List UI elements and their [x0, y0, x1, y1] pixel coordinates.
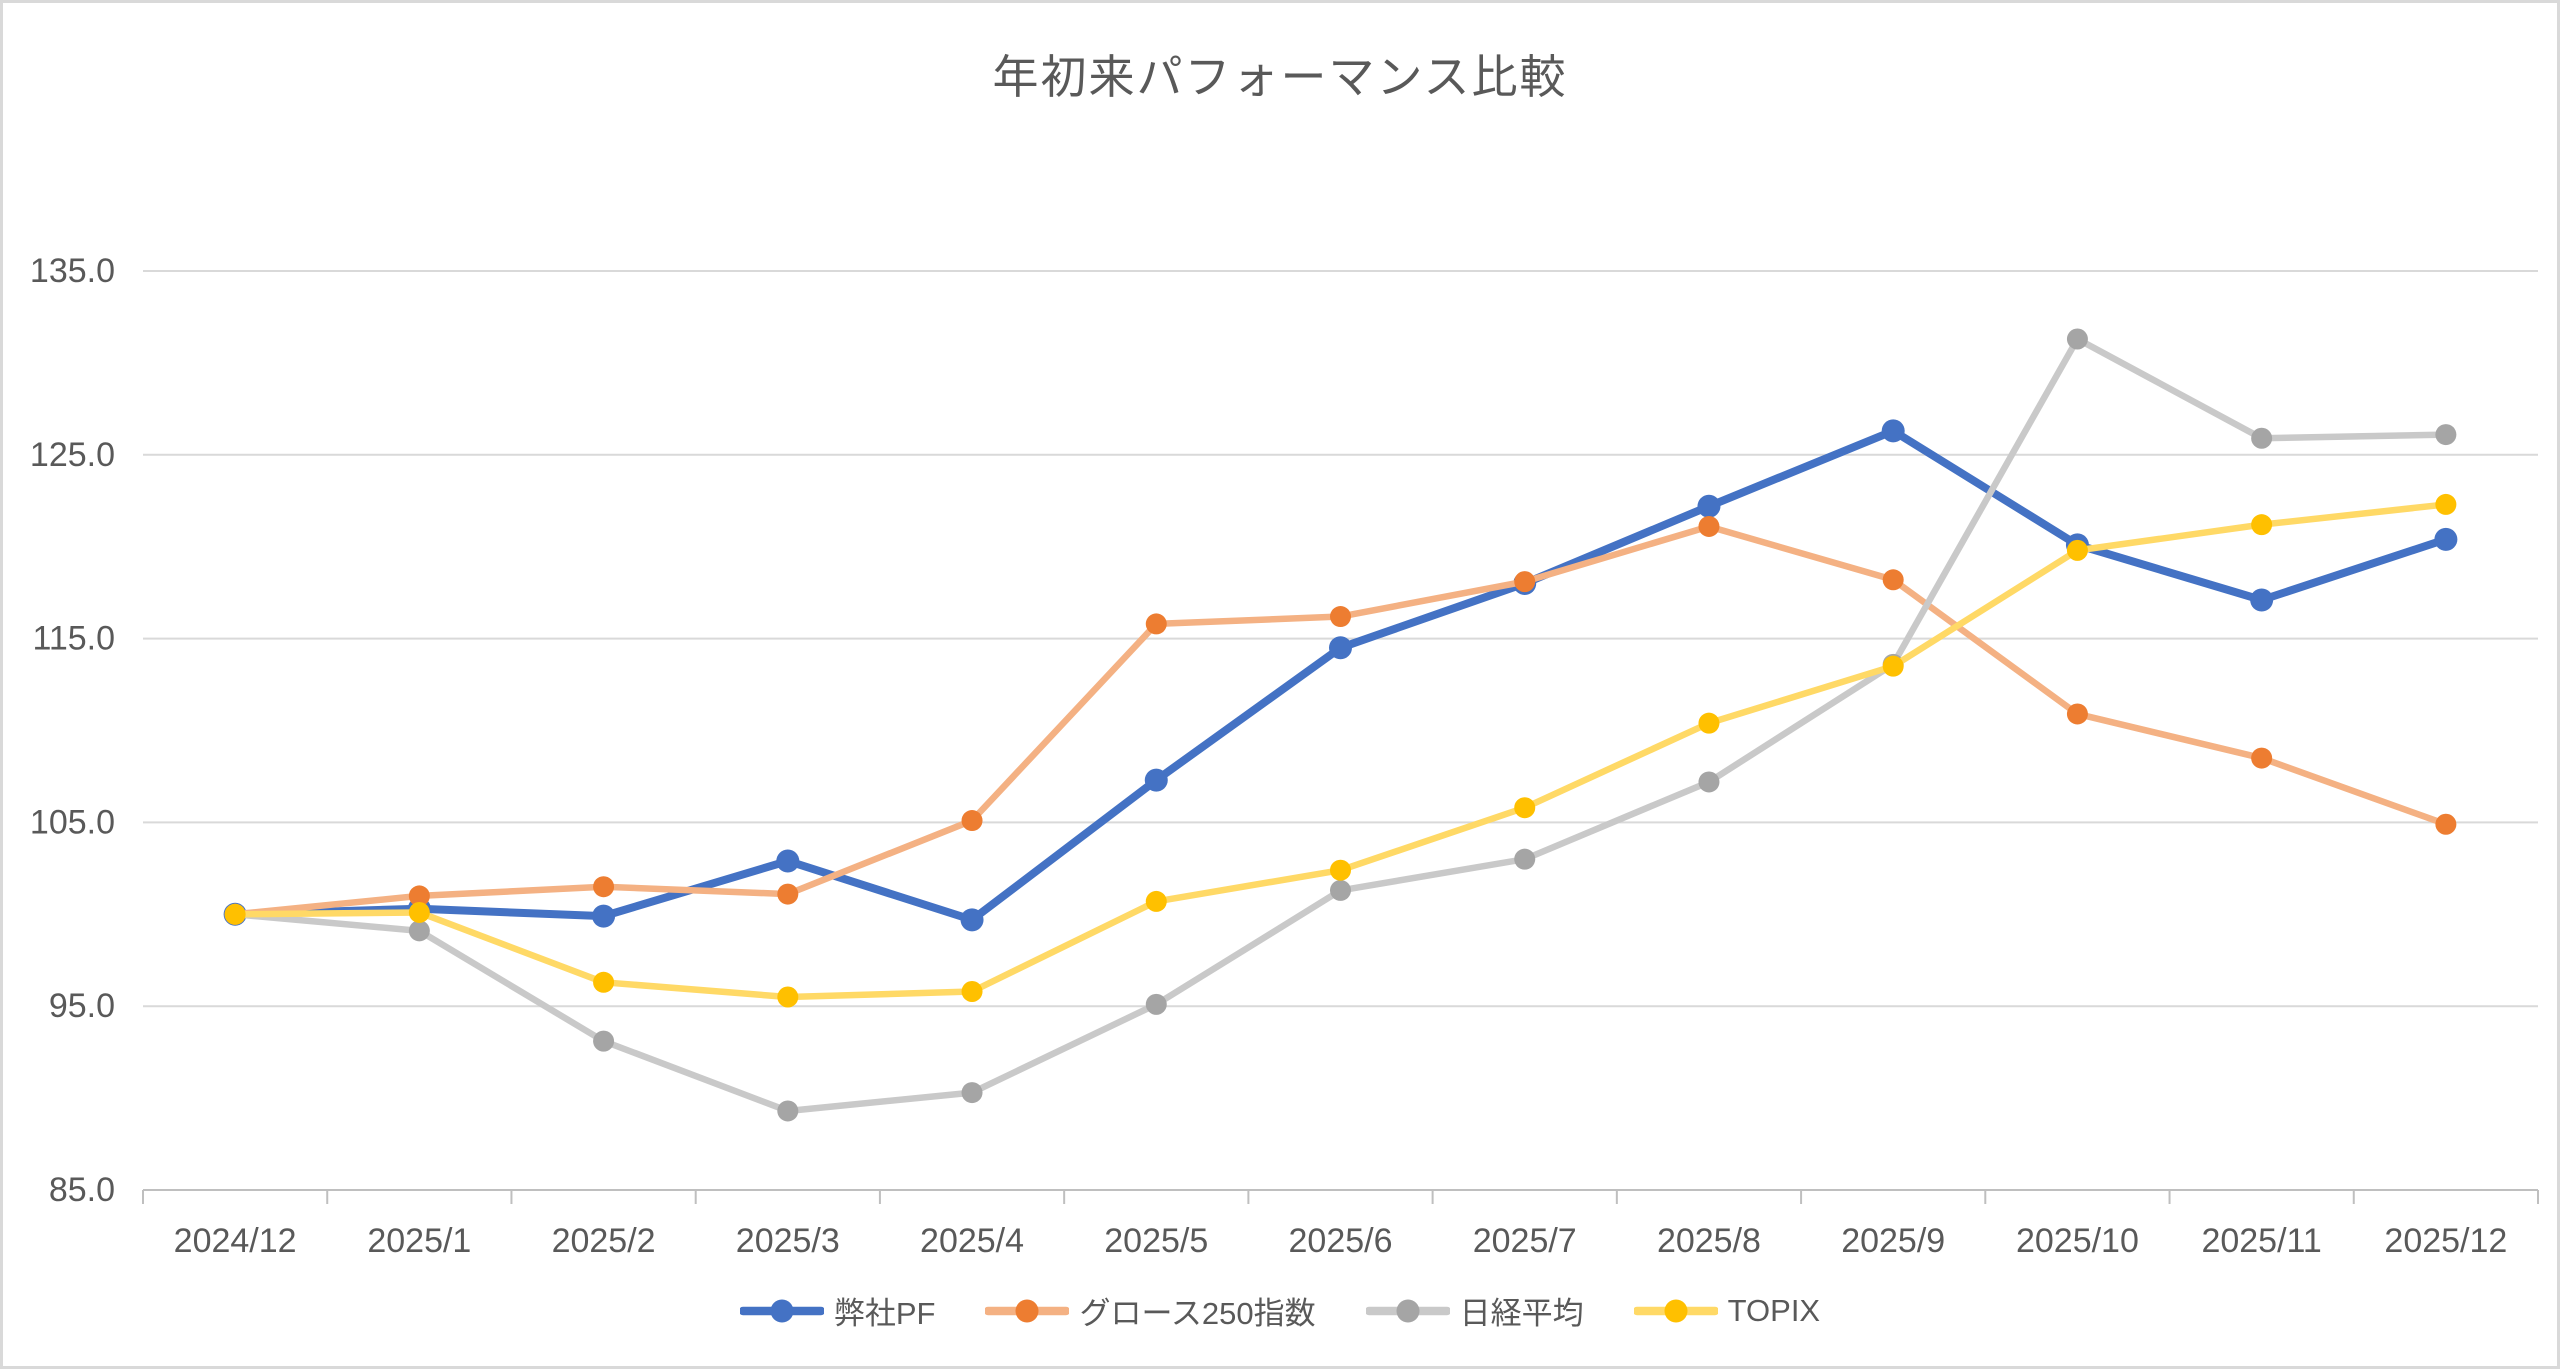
data-point-marker — [1145, 613, 1167, 635]
x-axis-tick-label: 2024/12 — [174, 1222, 297, 1260]
series-line-1 — [231, 426, 2450, 924]
data-point-marker — [1698, 771, 1720, 793]
y-axis-tick-label: 105.0 — [30, 803, 115, 841]
legend-label: 弊社PF — [833, 1296, 936, 1331]
data-point-marker — [961, 810, 983, 832]
data-point-marker — [1514, 797, 1536, 819]
data-point-marker — [2066, 703, 2088, 725]
y-axis-tick-label: 135.0 — [30, 252, 115, 290]
data-point-marker — [1329, 636, 1352, 660]
data-point-marker — [408, 920, 430, 942]
x-axis-tick-label: 2025/12 — [2384, 1222, 2507, 1260]
x-axis-tick-label: 2025/2 — [552, 1222, 656, 1260]
data-point-marker — [408, 885, 430, 907]
line-chart: 85.0 95.0 105.0 115.0 125.0 135.0 2024/12 2025/… — [30, 252, 2539, 1260]
series-line-4 — [231, 501, 2450, 1001]
data-point-marker — [2066, 539, 2088, 561]
series-line-2 — [231, 523, 2450, 918]
data-point-marker — [2435, 493, 2457, 515]
data-point-marker — [1145, 993, 1167, 1015]
chart-legend: 弊社PF グロース250指数 日経平均 TOPIX — [3, 1288, 2557, 1333]
x-axis-tick-label: 2025/7 — [1473, 1222, 1577, 1260]
legend-label: グロース250指数 — [1079, 1296, 1316, 1331]
legend-marker-icon — [985, 1299, 1070, 1322]
data-point-marker — [777, 986, 799, 1008]
data-point-marker — [1698, 515, 1720, 537]
data-point-marker — [1514, 848, 1536, 870]
y-axis-tick-label: 125.0 — [30, 436, 115, 474]
legend-marker-icon — [1365, 1299, 1450, 1322]
data-point-marker — [1882, 655, 1904, 677]
y-axis-tick-label: 85.0 — [49, 1171, 115, 1209]
data-point-marker — [2251, 514, 2273, 536]
data-point-marker — [1144, 768, 1168, 792]
data-point-marker — [224, 903, 246, 925]
data-point-marker — [593, 876, 615, 898]
legend-marker-icon — [1633, 1299, 1718, 1322]
data-point-marker — [776, 849, 800, 873]
data-point-marker — [1145, 890, 1167, 912]
legend-label: TOPIX — [1727, 1292, 1821, 1328]
data-point-marker — [960, 908, 984, 932]
data-point-marker — [593, 971, 615, 993]
data-point-marker — [593, 1030, 615, 1052]
x-axis-tick-label: 2025/8 — [1657, 1222, 1761, 1260]
chart-title: 年初来パフォーマンス比較 — [992, 51, 1568, 103]
data-point-marker — [592, 904, 616, 928]
data-point-marker — [1330, 859, 1351, 881]
x-axis-tick-label: 2025/5 — [1104, 1222, 1208, 1260]
data-point-marker — [1697, 494, 1721, 518]
data-point-marker — [1698, 712, 1720, 734]
legend-label: 日経平均 — [1459, 1296, 1584, 1331]
data-point-marker — [2066, 328, 2088, 350]
data-point-marker — [2251, 427, 2273, 449]
x-axis-tick-label: 2025/10 — [2016, 1222, 2139, 1260]
data-point-marker — [777, 883, 799, 905]
data-point-marker — [408, 901, 430, 923]
legend-dot-sample — [1015, 1299, 1039, 1322]
y-axis-tick-label: 115.0 — [32, 620, 115, 658]
legend-item-1: 弊社PF — [739, 1288, 936, 1333]
x-axis-tick-label: 2025/4 — [920, 1222, 1024, 1260]
legend-item-3: 日経平均 — [1365, 1288, 1584, 1333]
x-axis-tick-label: 2025/1 — [367, 1222, 471, 1260]
data-point-marker — [2434, 527, 2458, 551]
data-point-marker — [2435, 424, 2457, 446]
data-point-marker — [2435, 813, 2457, 835]
data-point-marker — [2250, 588, 2274, 612]
legend-item-4: TOPIX — [1633, 1292, 1821, 1329]
data-point-marker — [961, 980, 983, 1002]
legend-dot-sample — [1396, 1299, 1420, 1322]
data-point-marker — [1882, 569, 1904, 591]
y-axis-tick-label: 95.0 — [49, 987, 115, 1025]
data-point-marker — [1881, 419, 1905, 443]
legend-item-2: グロース250指数 — [985, 1288, 1316, 1333]
x-axis-tick-label: 2025/11 — [2201, 1222, 2321, 1260]
x-axis-tick-label: 2025/3 — [736, 1222, 840, 1260]
data-point-marker — [1514, 571, 1536, 593]
data-point-marker — [2251, 747, 2273, 769]
data-point-marker — [961, 1082, 983, 1104]
x-axis-tick-label: 2025/9 — [1841, 1222, 1945, 1260]
legend-dot-sample — [770, 1299, 794, 1322]
legend-dot-sample — [1664, 1299, 1688, 1322]
data-point-marker — [1330, 606, 1351, 628]
data-point-marker — [1330, 879, 1351, 901]
data-point-marker — [777, 1100, 799, 1122]
x-axis-tick-label: 2025/6 — [1289, 1222, 1393, 1260]
legend-marker-icon — [739, 1299, 824, 1322]
